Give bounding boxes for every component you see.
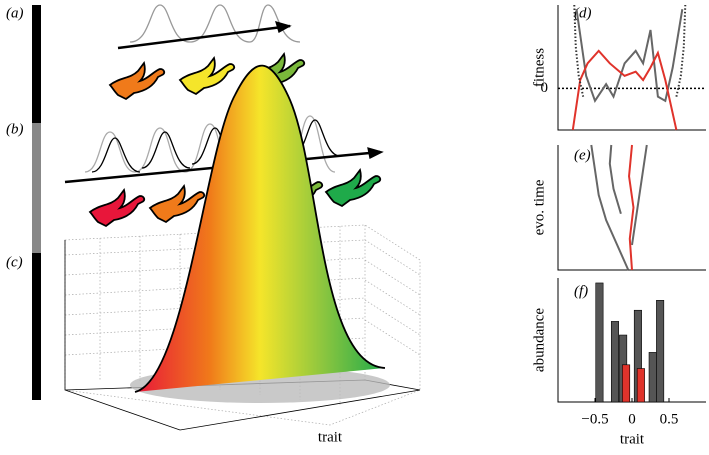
x-tick-label: 0	[628, 411, 636, 427]
y-axis-label: abundance	[531, 308, 547, 372]
bar	[595, 282, 604, 403]
surface-xlabel: trait	[318, 429, 343, 445]
panel-c-art	[64, 64, 421, 431]
panel-label: (f)	[574, 283, 588, 299]
axis	[557, 145, 706, 271]
x-tick-label: −0.5	[581, 411, 608, 427]
y-axis-label: evo. time	[531, 179, 547, 235]
axis	[557, 5, 706, 131]
series-line	[590, 144, 630, 271]
series-line	[675, 4, 687, 97]
bar	[622, 364, 631, 403]
x-axis-label: trait	[620, 431, 645, 447]
bar	[656, 300, 665, 403]
panel-label: (c)	[6, 254, 23, 270]
x-tick-label: 0.5	[660, 411, 679, 427]
panel-label: (e)	[574, 147, 591, 163]
y-axis-label: fitness	[531, 48, 547, 87]
side-bar	[32, 5, 41, 400]
series-line	[628, 144, 635, 271]
bar	[610, 321, 619, 403]
series-line	[571, 49, 678, 131]
bar	[636, 368, 645, 403]
y-tick-label: 0	[541, 80, 549, 96]
panel-label: (b)	[6, 121, 24, 137]
series-line	[608, 144, 622, 215]
bar	[648, 352, 657, 403]
series-line	[631, 144, 648, 246]
panel-a-art	[109, 4, 306, 100]
series-line	[573, 4, 585, 97]
panel-label: (a)	[6, 5, 24, 21]
series-line	[575, 9, 684, 104]
